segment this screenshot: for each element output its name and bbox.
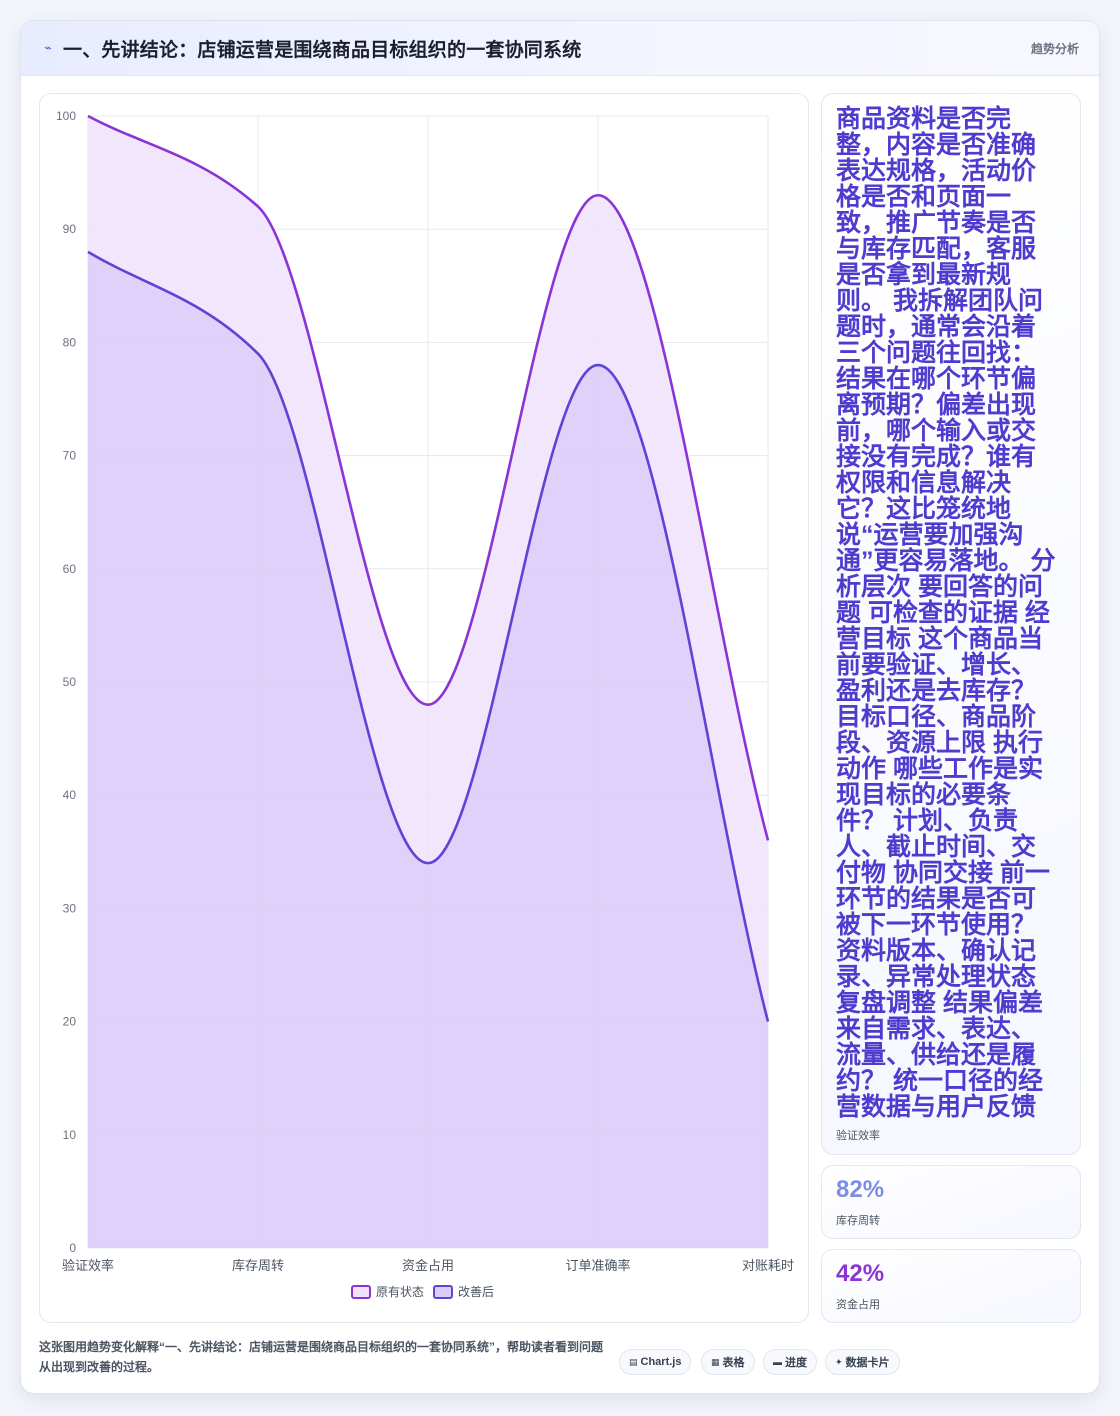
chip-label: 进度 xyxy=(785,1357,807,1369)
series-line xyxy=(87,114,770,841)
chip-chartjs[interactable]: ▤ Chart.js xyxy=(619,1349,692,1375)
legend-swatch xyxy=(351,1285,371,1299)
stat-value: 82% xyxy=(836,1176,885,1203)
y-tick-label: 40 xyxy=(63,788,77,802)
stat-label: 资金占用 xyxy=(836,1299,880,1311)
table-icon: ▤ xyxy=(629,1356,638,1367)
y-tick-label: 90 xyxy=(63,222,77,236)
stat-card-inventory: 82% 库存周转 xyxy=(821,1165,1081,1239)
legend-label: 改善后 xyxy=(458,1284,494,1299)
x-tick-label: 资金占用 xyxy=(402,1258,454,1273)
chip-table[interactable]: ▦ 表格 xyxy=(701,1349,755,1375)
y-tick-label: 0 xyxy=(69,1241,76,1255)
chip-progress[interactable]: ▬ 进度 xyxy=(763,1349,817,1375)
series-area xyxy=(88,251,768,1249)
chip-data-card[interactable]: ✦ 数据卡片 xyxy=(825,1349,900,1375)
y-tick-label: 80 xyxy=(63,335,77,349)
area-chart: 0 10 20 30 40 50 60 70 80 90 100 验证效率 库存周转 资金占用 订单准确率 对… xyxy=(56,109,794,1299)
star-icon: ✦ xyxy=(835,1356,843,1367)
y-tick-label: 60 xyxy=(63,562,77,576)
grid-icon: ▦ xyxy=(711,1356,720,1367)
chip-label: 数据卡片 xyxy=(845,1357,890,1369)
stat-card-capital: 42% 资金占用 xyxy=(821,1249,1081,1323)
main-card: ⌁ 一、先讲结论：店铺运营是围绕商品目标组织的一套协同系统 趋势分析 0 10 20… xyxy=(20,20,1100,1394)
page-title: 一、先讲结论：店铺运营是围绕商品目标组织的一套协同系统 xyxy=(63,39,582,61)
series-line xyxy=(87,250,770,1022)
x-tick-label: 对账耗时 xyxy=(742,1258,794,1273)
progress-icon: ▬ xyxy=(773,1357,782,1367)
chart-panel: 0 10 20 30 40 50 60 70 80 90 100 验证效率 库存周转 资金占用 订单准确率 对… xyxy=(39,93,809,1323)
chart-caption: 这张图用趋势变化解释“一、先讲结论：店铺运营是围绕商品目标组织的一套协同系统”，… xyxy=(39,1340,604,1374)
text-card: 商品资料是否完整，内容是否准确表达规格，活动价格是否和页面一致，推广节奏是否与库… xyxy=(821,93,1081,1155)
x-tick-label: 订单准确率 xyxy=(565,1258,630,1273)
x-tick-label: 验证效率 xyxy=(62,1258,114,1273)
analysis-text: 商品资料是否完整，内容是否准确表达规格，活动价格是否和页面一致，推广节奏是否与库… xyxy=(836,105,1056,1121)
legend-label: 原有状态 xyxy=(376,1285,424,1299)
stat-value: 42% xyxy=(836,1260,885,1287)
y-tick-label: 10 xyxy=(63,1128,77,1142)
header-badge: 趋势分析 xyxy=(1030,42,1079,56)
text-card-label: 验证效率 xyxy=(836,1130,880,1142)
chip-label: 表格 xyxy=(722,1357,745,1369)
chip-label: Chart.js xyxy=(640,1356,682,1368)
y-tick-label: 30 xyxy=(63,901,77,915)
y-tick-label: 50 xyxy=(63,675,77,689)
y-tick-label: 20 xyxy=(63,1015,77,1029)
card-header: ⌁ 一、先讲结论：店铺运营是围绕商品目标组织的一套协同系统 趋势分析 xyxy=(21,21,1099,76)
y-tick-label: 100 xyxy=(56,109,76,123)
y-tick-label: 70 xyxy=(63,449,77,463)
x-tick-label: 库存周转 xyxy=(232,1258,284,1273)
legend-swatch xyxy=(433,1285,453,1299)
sparkline-icon: ⌁ xyxy=(44,40,52,55)
stat-label: 库存周转 xyxy=(836,1215,880,1227)
